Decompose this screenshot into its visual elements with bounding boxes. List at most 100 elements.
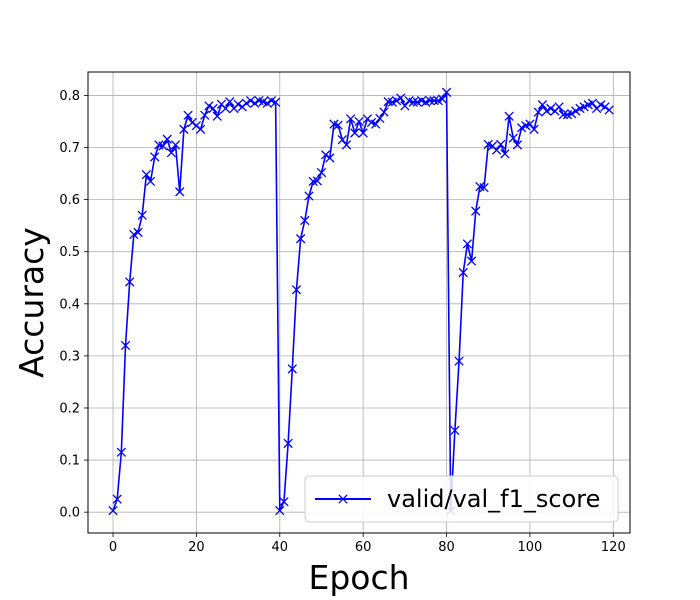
data-point [529, 124, 539, 134]
data-point [233, 99, 243, 109]
data-point [546, 103, 556, 114]
data-point [408, 97, 418, 107]
data-point [150, 152, 160, 162]
data-point [212, 111, 222, 121]
data-point [187, 117, 197, 128]
data-point [587, 98, 598, 108]
data-point [270, 97, 281, 107]
x-tick-label: 120 [601, 540, 626, 555]
data-point [491, 145, 502, 155]
y-tick-label: 0.6 [59, 193, 80, 208]
data-point [454, 356, 464, 366]
data-point [204, 101, 214, 111]
y-tick-label: 0.7 [59, 141, 80, 156]
data-point [425, 95, 435, 106]
data-point [358, 128, 368, 138]
data-point [158, 141, 168, 151]
data-point [346, 114, 356, 124]
data-point [458, 267, 468, 278]
data-point [283, 438, 293, 449]
grid [88, 72, 630, 533]
data-point [275, 505, 285, 516]
data-point [508, 133, 518, 143]
data-point [566, 109, 577, 119]
ticks: 0 20 40 60 80 100 120 0.0 0.1 0.2 0.3 0.4 0.5 0.6 0.7 0… [59, 89, 625, 555]
data-point [262, 98, 272, 108]
data-point [341, 140, 352, 150]
data-point [133, 227, 143, 238]
data-point [279, 497, 289, 507]
data-point [220, 103, 231, 114]
data-point [462, 239, 473, 249]
x-tick-label: 40 [272, 540, 289, 555]
data-point [354, 116, 364, 127]
series-layer [108, 87, 614, 516]
data-point [337, 135, 347, 145]
data-point [350, 128, 360, 138]
y-tick-label: 0.2 [59, 401, 80, 416]
data-point [375, 113, 385, 124]
data-point [429, 95, 439, 106]
data-point [466, 256, 477, 266]
data-point [533, 107, 543, 117]
legend-box [304, 475, 619, 523]
x-tick-label: 80 [438, 540, 455, 555]
data-point [400, 101, 410, 111]
data-point [504, 111, 514, 121]
x-tick-label: 20 [188, 540, 205, 555]
data-point [441, 87, 452, 97]
data-point [112, 494, 122, 504]
data-point [396, 93, 406, 103]
y-tick-label: 0.0 [59, 506, 80, 521]
data-point [320, 150, 331, 160]
data-point [512, 140, 523, 150]
data-point [371, 119, 381, 129]
data-point [166, 148, 177, 158]
legend-label: valid/val_f1_score [387, 485, 600, 513]
data-point [604, 105, 614, 115]
data-point [437, 94, 448, 104]
data-point [333, 120, 343, 130]
x-tick-label: 0 [109, 540, 117, 555]
data-point [479, 182, 489, 193]
data-point [195, 124, 206, 134]
plot-frame [87, 71, 631, 534]
data-point [183, 110, 193, 120]
x-axis-title: Epoch [308, 558, 409, 597]
data-point [208, 103, 218, 114]
data-point [179, 124, 189, 134]
data-point [500, 149, 510, 159]
data-point [137, 210, 147, 220]
data-point [541, 106, 552, 116]
data-point [108, 505, 118, 516]
data-point [391, 95, 402, 106]
data-point [525, 119, 535, 129]
data-point [125, 277, 135, 287]
data-point [300, 215, 310, 226]
data-point [287, 364, 297, 374]
x-tick-label: 60 [355, 540, 372, 555]
data-point [245, 95, 256, 106]
data-point [316, 167, 327, 178]
y-tick-label: 0.8 [59, 89, 80, 104]
data-point [116, 447, 127, 457]
y-tick-label: 0.4 [59, 297, 80, 312]
data-point [450, 425, 460, 436]
data-point [120, 340, 131, 351]
data-point [571, 106, 581, 116]
y-tick-label: 0.1 [59, 454, 80, 469]
data-point [145, 176, 156, 187]
y-tick-label: 0.3 [59, 349, 80, 364]
data-point [471, 206, 481, 216]
legend-marker-x [338, 494, 348, 504]
data-point [379, 107, 389, 117]
data-point [600, 102, 610, 112]
y-tick-label: 0.5 [59, 245, 80, 260]
data-point [241, 98, 252, 108]
data-point [200, 110, 210, 120]
data-point [312, 176, 322, 186]
data-point [250, 98, 260, 108]
data-point [295, 234, 306, 244]
data-point [325, 153, 335, 163]
